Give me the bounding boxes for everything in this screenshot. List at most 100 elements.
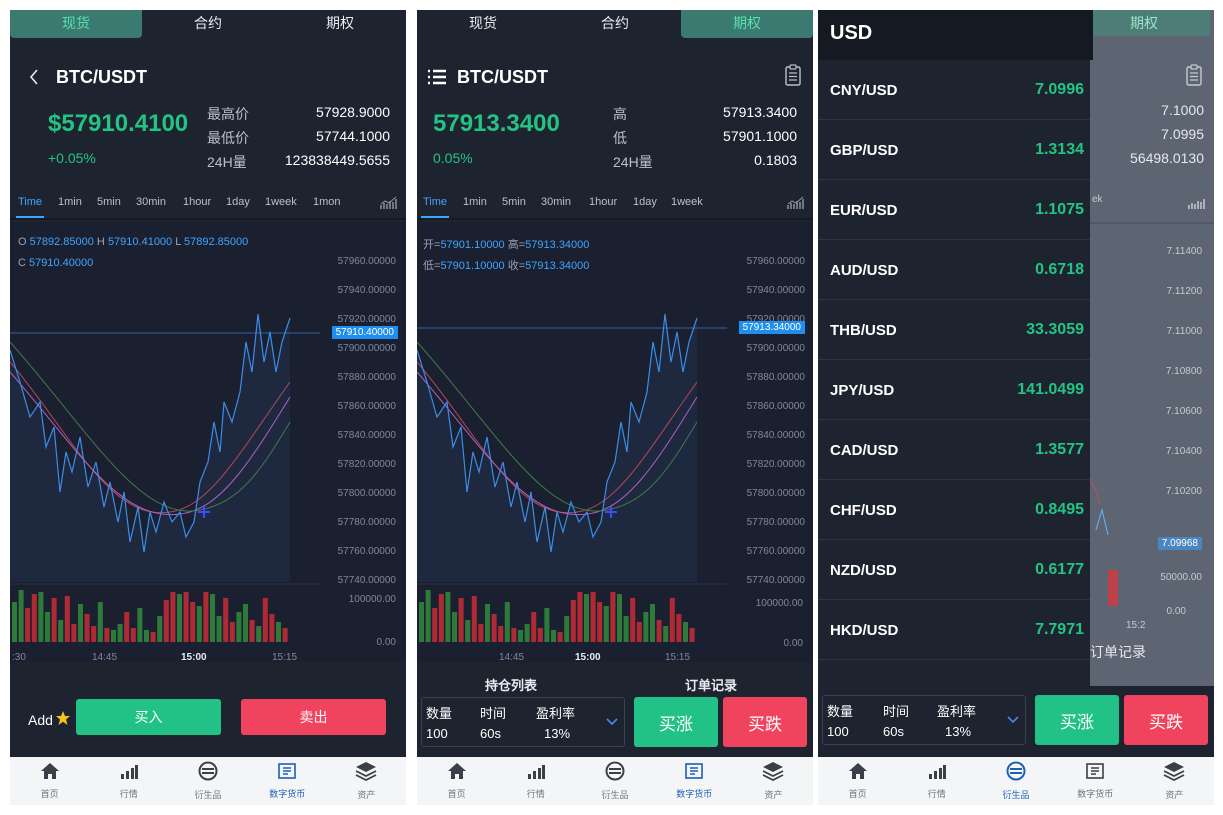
volume-bar: [216, 616, 222, 642]
tab-options[interactable]: 期权: [326, 15, 354, 31]
time-value: 60s: [883, 724, 904, 739]
nav-assets[interactable]: 资产: [734, 757, 813, 805]
chart-type-icon[interactable]: [787, 196, 805, 215]
menu-list-icon[interactable]: [427, 66, 447, 88]
interval-1min[interactable]: 1min: [58, 196, 82, 208]
list-item[interactable]: CAD/USD 1.3577: [818, 420, 1090, 480]
tab-contract[interactable]: 合约: [194, 15, 222, 31]
buy-button[interactable]: 买入: [76, 699, 221, 735]
order-params[interactable]: 数量 100 时间 60s 盈利率 13%: [822, 695, 1026, 745]
pair-rate: 0.8495: [1035, 501, 1084, 518]
nav-crypto[interactable]: 数字货币: [655, 757, 734, 805]
time-label: 时间: [480, 706, 507, 721]
y-tick: 57920.00000: [337, 314, 396, 325]
chart-type-icon[interactable]: [380, 196, 398, 215]
nav-home[interactable]: 首页: [818, 757, 897, 805]
interval-1mon[interactable]: 1mon: [313, 196, 341, 208]
tab-spot[interactable]: 现货: [10, 10, 142, 38]
order-params[interactable]: 数量 100 时间 60s 盈利率 13%: [421, 697, 625, 747]
list-item[interactable]: HKD/USD 7.7971: [818, 600, 1090, 660]
buy-up-button[interactable]: 买涨: [634, 697, 718, 747]
price-chart[interactable]: O 57892.85000 H 57910.41000 L 57892.8500…: [10, 222, 406, 663]
buy-down-button[interactable]: 买跌: [1124, 695, 1208, 745]
volume-bar: [31, 594, 37, 642]
interval-1min[interactable]: 1min: [463, 196, 487, 208]
list-item[interactable]: JPY/USD 141.0499: [818, 360, 1090, 420]
pair-name: NZD/USD: [830, 562, 897, 579]
price-line: [10, 313, 291, 553]
list-item[interactable]: CHF/USD 0.8495: [818, 480, 1090, 540]
chart-type-icon: [1188, 196, 1206, 215]
list-item[interactable]: NZD/USD 0.6177: [818, 540, 1090, 600]
add-favorite[interactable]: Add: [28, 710, 71, 729]
interval-1hour[interactable]: 1hour: [589, 196, 618, 208]
list-item[interactable]: THB/USD 33.3059: [818, 300, 1090, 360]
list-item[interactable]: GBP/USD 1.3134: [818, 120, 1090, 180]
pair-name: HKD/USD: [830, 622, 899, 639]
interval-1hour[interactable]: 1hour: [183, 196, 212, 208]
interval-1day[interactable]: 1day: [633, 196, 657, 208]
nav-assets[interactable]: 资产: [327, 757, 406, 805]
nav-market[interactable]: 行情: [897, 757, 976, 805]
volume-bar: [504, 602, 510, 642]
nav-crypto[interactable]: 数字货币: [248, 757, 327, 805]
nav-home[interactable]: 首页: [417, 757, 496, 805]
header: BTC/USDT: [417, 64, 813, 91]
volume-bar: [256, 626, 262, 642]
price-chart[interactable]: 开=57901.10000 高=57913.34000 低=57901.1000…: [417, 222, 813, 663]
tab-spot[interactable]: 现货: [469, 15, 497, 31]
y-tick: 57940.00000: [746, 285, 805, 296]
volume-bar: [511, 628, 517, 642]
nav-derivatives[interactable]: 衍生品: [575, 757, 654, 805]
nav-market[interactable]: 行情: [89, 757, 168, 805]
interval-30min[interactable]: 30min: [136, 196, 166, 208]
interval-time[interactable]: Time: [420, 196, 450, 218]
back-icon[interactable]: [24, 66, 44, 88]
nav-home-label: 首页: [40, 789, 59, 799]
chevron-down-icon[interactable]: [1007, 711, 1019, 729]
bg-tab-options: 期权: [1130, 15, 1158, 31]
tab-options[interactable]: 期权: [681, 10, 813, 38]
volume-bar: [610, 592, 616, 642]
volume-bar: [551, 630, 556, 642]
interval-1week[interactable]: 1week: [265, 196, 297, 208]
y-tick: 57920.00000: [746, 314, 805, 325]
volume-bar: [544, 608, 550, 642]
list-item[interactable]: CNY/USD 7.0996: [818, 60, 1090, 120]
tab-order-history[interactable]: 订单记录: [685, 678, 738, 693]
tab-positions[interactable]: 持仓列表: [485, 678, 538, 693]
x-tick: 15:15: [665, 652, 691, 663]
pair-rate: 0.6177: [1035, 561, 1084, 578]
y-tick: 57840.00000: [746, 430, 805, 441]
header: BTC/USDT: [10, 66, 406, 90]
y-tick: 57960.00000: [746, 256, 805, 267]
pair-rate: 141.0499: [1017, 381, 1084, 398]
nav-derivatives[interactable]: 衍生品: [168, 757, 247, 805]
interval-1day[interactable]: 1day: [226, 196, 250, 208]
nav-crypto[interactable]: 数字货币: [1056, 757, 1135, 805]
clipboard-icon[interactable]: [785, 64, 801, 91]
current-price-tag: 57910.40000: [331, 326, 398, 339]
interval-30min[interactable]: 30min: [541, 196, 571, 208]
nav-derivatives[interactable]: 衍生品: [976, 757, 1055, 805]
nav-home[interactable]: 首页: [10, 757, 89, 805]
chevron-down-icon[interactable]: [606, 713, 618, 731]
list-item[interactable]: EUR/USD 1.1075: [818, 180, 1090, 240]
interval-time[interactable]: Time: [15, 196, 45, 218]
nav-assets[interactable]: 资产: [1135, 757, 1214, 805]
list-item[interactable]: AUD/USD 0.6718: [818, 240, 1090, 300]
tab-contract[interactable]: 合约: [601, 15, 629, 31]
y-tick: 57820.00000: [746, 459, 805, 470]
nav-market[interactable]: 行情: [496, 757, 575, 805]
sell-button[interactable]: 卖出: [241, 699, 386, 735]
buy-down-button[interactable]: 买跌: [723, 697, 807, 747]
volume-tick-zero: 0.00: [376, 637, 396, 648]
interval-5min[interactable]: 5min: [97, 196, 121, 208]
buy-up-button[interactable]: 买涨: [1035, 695, 1119, 745]
y-tick: 7.10400: [1165, 446, 1202, 457]
pair-rate: 1.1075: [1035, 201, 1084, 218]
interval-5min[interactable]: 5min: [502, 196, 526, 208]
dimmed-background[interactable]: 期权 7.1000 7.0995 56498.0130 ek 7.11400 7.…: [1090, 10, 1214, 686]
interval-1week[interactable]: 1week: [671, 196, 703, 208]
x-tick: 14:45: [499, 652, 525, 663]
